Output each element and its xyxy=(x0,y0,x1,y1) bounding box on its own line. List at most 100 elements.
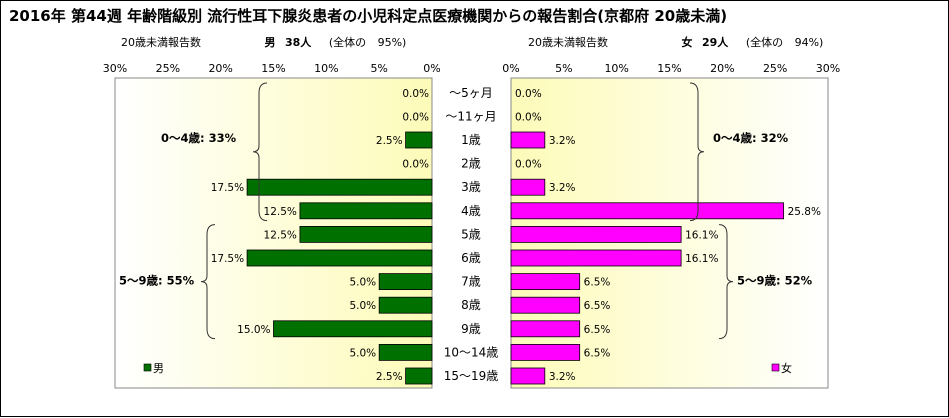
category-label: 7歳 xyxy=(461,275,481,289)
male-bar xyxy=(378,343,433,361)
category-label: ～11ヶ月 xyxy=(445,109,496,123)
male-header-share-prefix: (全体の xyxy=(328,36,367,49)
male-x-tick-label: 15% xyxy=(261,62,285,75)
male-header-count: 38人 xyxy=(285,36,312,49)
category-label: 8歳 xyxy=(461,298,481,312)
female-x-tick-label: 0% xyxy=(502,62,519,75)
male-5-9-annotation: 5～9歳: 55% xyxy=(119,274,195,288)
male-bar xyxy=(405,367,433,385)
female-bar xyxy=(510,131,546,149)
category-label: 1歳 xyxy=(461,133,481,147)
category-label: 10～14歳 xyxy=(444,345,499,359)
male-bar-label: 15.0% xyxy=(237,324,270,336)
female-bar xyxy=(510,343,581,361)
category-label: 3歳 xyxy=(461,180,481,194)
male-x-tick-label: 25% xyxy=(156,62,180,75)
male-0-4-annotation: 0～4歳: 33% xyxy=(161,131,237,145)
female-bar-label: 6.5% xyxy=(584,300,611,312)
female-bar-label: 0.0% xyxy=(515,159,542,171)
female-5-9-bracket xyxy=(718,224,734,340)
male-bar xyxy=(299,225,433,243)
male-bar-label: 12.5% xyxy=(264,206,297,218)
male-bar-label: 2.5% xyxy=(376,371,403,383)
female-header-label: 20歳未満報告数 xyxy=(528,36,608,49)
female-header-share: 94%) xyxy=(794,36,824,49)
female-legend-label: 女 xyxy=(781,361,792,375)
male-bar-label: 0.0% xyxy=(402,111,429,123)
category-label: 2歳 xyxy=(461,157,481,171)
female-bar xyxy=(510,296,581,314)
female-bar-label: 0.0% xyxy=(515,88,542,100)
male-header-label: 20歳未満報告数 xyxy=(121,36,201,49)
female-bar-label: 0.0% xyxy=(515,111,542,123)
female-bar-label: 16.1% xyxy=(685,229,718,241)
male-x-tick-label: 5% xyxy=(370,62,387,75)
male-header-share: 95%) xyxy=(377,36,407,49)
female-bar-label: 3.2% xyxy=(549,371,576,383)
male-legend-label: 男 xyxy=(153,362,164,375)
male-x-tick-label: 20% xyxy=(208,62,232,75)
male-x-tick-label: 10% xyxy=(314,62,338,75)
male-bar xyxy=(299,202,433,220)
male-x-tick-label: 0% xyxy=(423,62,440,75)
male-bar-label: 2.5% xyxy=(376,135,403,147)
male-bar-label: 12.5% xyxy=(264,229,297,241)
female-x-tick-label: 30% xyxy=(816,62,840,75)
male-bar-label: 17.5% xyxy=(211,182,244,194)
female-bar xyxy=(510,178,546,196)
male-0-4-bracket xyxy=(252,82,268,222)
female-header-share-prefix: (全体の xyxy=(745,36,784,49)
male-bar-label: 5.0% xyxy=(349,300,376,312)
male-header: 20歳未満報告数 男 38人 (全体の 95%) xyxy=(121,34,406,50)
male-bar xyxy=(405,131,433,149)
female-5-9-annotation: 5～9歳: 52% xyxy=(737,274,813,288)
female-bar-label: 16.1% xyxy=(685,253,718,265)
male-bar-label: 0.0% xyxy=(402,159,429,171)
female-x-tick-label: 20% xyxy=(710,62,734,75)
female-bar xyxy=(510,202,785,220)
male-bar-label: 17.5% xyxy=(211,253,244,265)
female-0-4-annotation: 0～4歳: 32% xyxy=(713,131,789,145)
female-header-sex: 女 xyxy=(681,36,693,49)
category-label: 6歳 xyxy=(461,251,481,265)
male-bar xyxy=(378,273,433,291)
category-label: 5歳 xyxy=(461,227,481,241)
male-5-9-bracket xyxy=(200,224,216,340)
female-bar-label: 25.8% xyxy=(788,206,821,218)
female-header: 20歳未満報告数 女 29人 (全体の 94%) xyxy=(528,34,823,50)
category-label: 4歳 xyxy=(461,204,481,218)
female-bar-label: 6.5% xyxy=(584,324,611,336)
female-bar xyxy=(510,273,581,291)
female-bar xyxy=(510,249,682,267)
male-header-sex: 男 xyxy=(264,36,276,49)
male-bar xyxy=(273,320,433,338)
female-0-4-bracket xyxy=(689,82,705,222)
male-bar xyxy=(378,296,433,314)
female-x-tick-label: 5% xyxy=(555,62,572,75)
male-legend-swatch xyxy=(143,363,152,372)
female-bar-label: 6.5% xyxy=(584,347,611,359)
female-legend-swatch xyxy=(771,363,780,372)
chart-title: 2016年 第44週 年齢階級別 流行性耳下腺炎患者の小児科定点医療機関からの報… xyxy=(9,7,728,25)
category-label: 9歳 xyxy=(461,322,481,336)
male-bar xyxy=(246,178,433,196)
female-bar xyxy=(510,367,546,385)
female-bar xyxy=(510,225,682,243)
female-header-count: 29人 xyxy=(702,36,729,49)
male-bar xyxy=(246,249,433,267)
male-x-tick-label: 30% xyxy=(103,62,127,75)
female-bar-label: 6.5% xyxy=(584,277,611,289)
female-bar-label: 3.2% xyxy=(549,182,576,194)
female-x-tick-label: 10% xyxy=(604,62,628,75)
male-bar-label: 5.0% xyxy=(349,277,376,289)
male-bar-label: 0.0% xyxy=(402,88,429,100)
male-bar-label: 5.0% xyxy=(349,347,376,359)
female-x-tick-label: 25% xyxy=(763,62,787,75)
female-bar xyxy=(510,320,581,338)
female-x-tick-label: 15% xyxy=(657,62,681,75)
category-label: 15～19歳 xyxy=(444,369,499,383)
category-label: ～5ヶ月 xyxy=(449,86,493,100)
female-bar-label: 3.2% xyxy=(549,135,576,147)
